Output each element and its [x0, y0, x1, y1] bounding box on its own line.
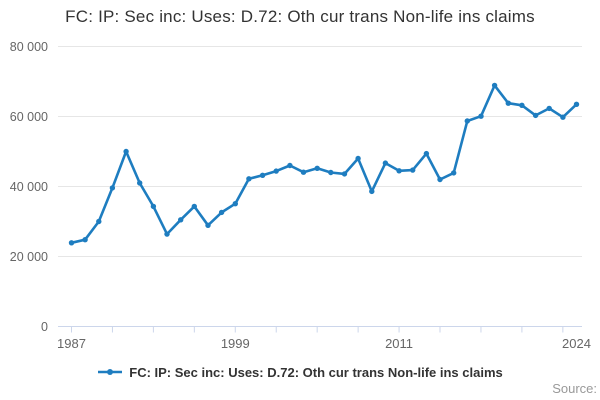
data-point[interactable]	[137, 180, 143, 186]
legend-label: FC: IP: Sec inc: Uses: D.72: Oth cur tra…	[129, 364, 503, 380]
y-axis-tick-label: 20 000	[10, 250, 48, 264]
x-axis-tick-label: 2024	[562, 336, 591, 351]
data-point[interactable]	[573, 101, 580, 108]
data-point[interactable]	[273, 168, 279, 174]
data-point[interactable]	[451, 170, 457, 176]
data-point[interactable]	[178, 217, 184, 223]
series-line	[70, 84, 578, 245]
y-axis-tick-label: 80 000	[10, 40, 48, 54]
data-point[interactable]	[205, 222, 211, 228]
y-axis-tick-label: 40 000	[10, 180, 48, 194]
data-point[interactable]	[82, 237, 88, 243]
y-axis-tick-label: 60 000	[10, 110, 48, 124]
data-point[interactable]	[191, 203, 197, 210]
data-point[interactable]	[96, 218, 102, 225]
data-point[interactable]	[478, 113, 484, 119]
data-point[interactable]	[423, 150, 430, 157]
data-point[interactable]	[123, 148, 129, 155]
data-point[interactable]	[150, 203, 157, 210]
data-point[interactable]	[519, 102, 525, 109]
x-axis-tick-label: 2011	[385, 336, 413, 351]
data-point[interactable]	[369, 188, 375, 195]
data-point[interactable]	[396, 168, 402, 174]
plot-area: 0 20 000 40 000 60 000 80 000 1987 1999 2011 202…	[10, 40, 591, 351]
data-point[interactable]	[164, 231, 170, 237]
data-point[interactable]	[246, 176, 252, 182]
data-point[interactable]	[68, 240, 75, 246]
data-point[interactable]	[491, 82, 498, 89]
data-point[interactable]	[560, 114, 566, 120]
source-label: Source:	[552, 381, 597, 396]
x-axis-tick-label: 1987	[57, 336, 86, 351]
line-series-icon	[98, 369, 123, 375]
x-axis-tick-label: 1999	[221, 336, 250, 351]
data-point[interactable]	[218, 209, 225, 216]
chart-title: FC: IP: Sec inc: Uses: D.72: Oth cur tra…	[65, 7, 535, 26]
data-point[interactable]	[259, 172, 266, 178]
data-point[interactable]	[382, 160, 389, 166]
data-point[interactable]	[287, 162, 293, 169]
data-point[interactable]	[464, 118, 470, 124]
data-point[interactable]	[300, 169, 307, 175]
data-point[interactable]	[328, 169, 334, 176]
y-axis-tick-label: 0	[41, 320, 48, 334]
data-point[interactable]	[505, 100, 511, 106]
data-point[interactable]	[314, 165, 320, 171]
data-point[interactable]	[232, 201, 238, 207]
data-point[interactable]	[532, 112, 539, 119]
data-point[interactable]	[109, 185, 116, 191]
data-point[interactable]	[546, 105, 552, 112]
data-point[interactable]	[410, 167, 416, 173]
data-point[interactable]	[355, 155, 361, 162]
data-point[interactable]	[437, 176, 443, 183]
data-point[interactable]	[341, 171, 348, 177]
legend-item[interactable]: FC: IP: Sec inc: Uses: D.72: Oth cur tra…	[0, 362, 600, 382]
